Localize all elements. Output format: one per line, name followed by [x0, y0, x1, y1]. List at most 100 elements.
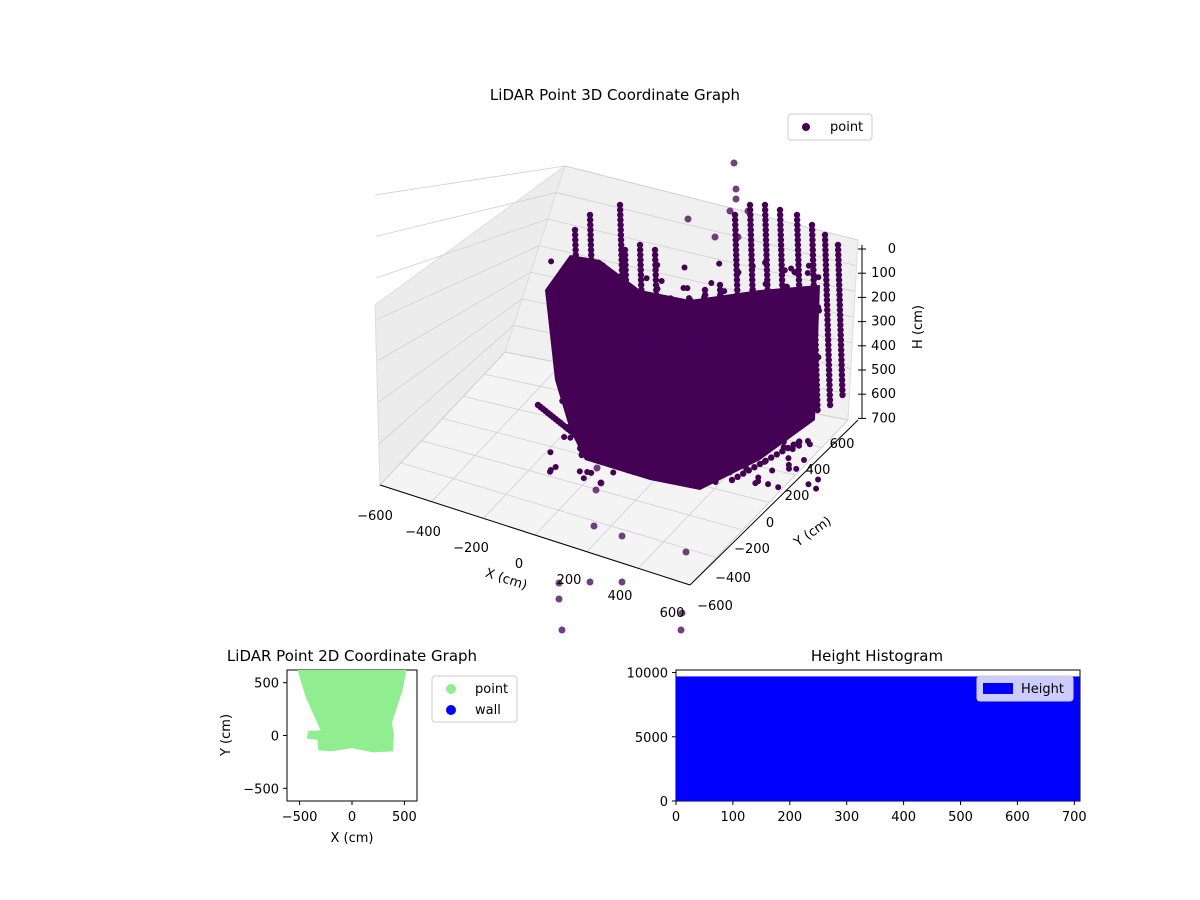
chart-3d-point: [597, 479, 604, 486]
chart-3d-point: [556, 288, 563, 295]
chart-3d-outlier-point: [677, 626, 685, 634]
chart-3d-point: [702, 321, 710, 329]
chart-3d-point: [768, 454, 775, 461]
chart-3d-point: [835, 261, 842, 269]
chart-3d-point: [767, 364, 774, 371]
chart-3d-point: [837, 326, 844, 334]
chart-3d-point: [587, 236, 594, 244]
chart-3d-point: [762, 226, 769, 234]
chart-3d-point: [797, 336, 804, 344]
chart-3d-point: [592, 396, 599, 404]
chart-3d-point: [732, 221, 739, 229]
chart-3d-point: [835, 251, 842, 259]
chart-3d-point: [706, 426, 713, 434]
chart-2d-title: LiDAR Point 2D Coordinate Graph: [227, 647, 477, 665]
chart-3d-point: [809, 236, 816, 244]
chart-3d-point: [705, 411, 712, 419]
chart-3d-grid-line: [564, 165, 859, 241]
chart-3d-point: [619, 286, 626, 294]
chart-3d-point: [607, 390, 614, 397]
chart-3d-point: [676, 309, 683, 316]
chart-3d-point: [781, 361, 788, 369]
chart-3d-point: [792, 413, 799, 420]
chart-3d-point: [782, 386, 789, 393]
chart-3d-point: [701, 294, 708, 301]
chart-3d-point: [617, 236, 625, 244]
chart-3d-point: [731, 211, 739, 219]
chart-3d-y-tick-labels: −600 −400 −200 0 200 400 600: [697, 437, 854, 614]
chart-3d-point: [742, 354, 749, 361]
chart-3d-point: [673, 385, 680, 392]
chart-3d-point: [753, 416, 760, 424]
chart-3d-point: [657, 426, 664, 434]
chart-3d-point: [743, 460, 750, 467]
chart-3d-point: [601, 423, 608, 430]
histogram-y-tick-label: 0: [660, 795, 668, 810]
chart-3d-point: [630, 468, 637, 475]
chart-3d-point: [835, 276, 843, 284]
chart-3d-point: [778, 276, 786, 284]
chart-3d-point: [721, 288, 728, 295]
chart-3d-point: [688, 336, 695, 344]
chart-3d-point: [823, 276, 830, 284]
chart-3d-point: [689, 391, 697, 399]
chart-3d-point: [623, 421, 630, 429]
chart-3d-point: [641, 386, 648, 394]
chart-3d-point: [747, 236, 755, 244]
chart-3d-point: [691, 436, 698, 444]
chart-3d-point: [574, 306, 581, 314]
chart-3d-point: [809, 241, 816, 249]
chart-3d-point: [618, 261, 625, 269]
chart-3d-point: [593, 436, 600, 444]
chart-3d-point: [701, 403, 708, 410]
chart-3d-point: [782, 396, 789, 404]
chart-3d-point: [704, 366, 711, 374]
chart-3d-point: [835, 271, 843, 279]
chart-3d-point: [575, 341, 582, 349]
chart-3d-point: [622, 391, 629, 399]
chart-3d-point: [823, 296, 831, 304]
chart-3d-point: [747, 226, 754, 234]
chart-3d-point: [689, 371, 696, 379]
chart-3d-point: [777, 241, 785, 249]
chart-3d-point: [654, 261, 661, 268]
chart-3d-point: [591, 366, 598, 374]
chart-3d-point: [642, 441, 650, 449]
chart-3d-point: [804, 438, 811, 445]
chart-3d-point: [658, 456, 665, 464]
chart-3d-point: [796, 311, 804, 319]
chart-3d-point: [721, 431, 728, 439]
chart-3d-point: [764, 286, 771, 294]
chart-3d-point: [572, 251, 579, 259]
histogram-legend-marker: [983, 683, 1013, 694]
chart-3d-outlier-point: [682, 548, 690, 556]
chart-3d-point: [635, 429, 642, 436]
chart-3d-point: [782, 381, 789, 389]
chart-3d-point: [751, 361, 758, 369]
chart-3d-point: [642, 421, 649, 429]
chart-3d-point: [763, 246, 770, 254]
chart-3d-point: [748, 256, 755, 264]
chart-3d-point: [804, 269, 811, 276]
chart-3d-point: [811, 326, 819, 334]
chart-3d-point: [749, 291, 756, 299]
chart-2d-point-cloud: [297, 670, 407, 753]
chart-3d-point: [813, 391, 821, 399]
chart-3d-y-tick-label: −600: [697, 599, 733, 614]
chart-3d-point: [716, 453, 723, 460]
chart-2d-y-tick-label: 500: [254, 677, 279, 692]
chart-3d-point: [575, 346, 582, 354]
chart-3d-point: [582, 415, 589, 422]
chart-3d-point: [652, 266, 659, 274]
chart-3d-point: [822, 251, 829, 259]
chart-3d-point: [734, 463, 741, 470]
chart-3d-point: [766, 341, 773, 349]
chart-3d-point: [588, 281, 596, 289]
chart-3d-point: [733, 261, 740, 269]
chart-3d-point: [733, 251, 740, 259]
chart-3d-point: [733, 256, 740, 264]
chart-3d-x-axis-line: [379, 484, 691, 586]
chart-3d-point: [838, 356, 845, 364]
chart-3d-outlier-point: [555, 595, 563, 603]
chart-3d-point: [764, 301, 772, 309]
